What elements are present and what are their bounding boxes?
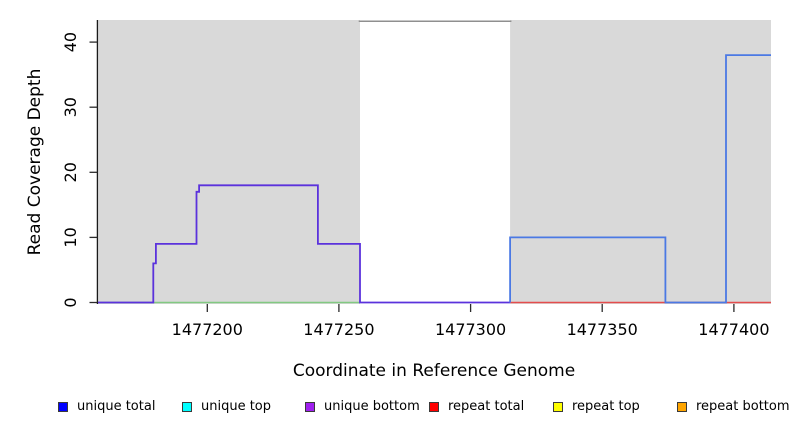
x-tick-label: 1477200 <box>172 320 243 339</box>
y-axis-title: Read Coverage Depth <box>25 69 45 256</box>
legend-swatch-repeat-total <box>429 402 439 412</box>
unique-region-left <box>98 20 360 304</box>
chart-legend: unique total unique top unique bottom repea… <box>0 398 792 422</box>
legend-label: repeat top <box>572 399 640 414</box>
legend-swatch-unique-bottom <box>305 402 315 412</box>
legend-swatch-unique-top <box>182 402 192 412</box>
y-tick-label: 10 <box>61 227 80 247</box>
series-unique-total-right <box>509 54 771 304</box>
background-regions <box>98 20 771 304</box>
x-axis-title: Coordinate in Reference Genome <box>293 361 575 381</box>
legend-label: unique bottom <box>324 399 420 414</box>
legend-item-unique-bottom: unique bottom <box>305 400 420 414</box>
legend-item-unique-top: unique top <box>182 400 271 414</box>
legend-swatch-repeat-top <box>553 402 563 412</box>
y-tick-label: 40 <box>61 32 80 52</box>
legend-swatch-repeat-bottom <box>677 402 687 412</box>
coverage-chart: 1477200 1477250 1477300 1477350 1477400 0 10 20… <box>25 20 771 381</box>
legend-item-unique-total: unique total <box>58 400 155 414</box>
y-tick-label: 30 <box>61 97 80 117</box>
legend-label: unique top <box>201 399 272 414</box>
repeat-region-gap <box>360 20 511 304</box>
legend-label: unique total <box>77 399 156 414</box>
y-tick-label: 0 <box>61 297 80 307</box>
coverage-lines <box>98 20 771 304</box>
unique-region-right <box>510 20 771 304</box>
legend-swatch-unique-total <box>58 402 68 412</box>
x-tick-label: 1477400 <box>698 320 769 339</box>
axes: 1477200 1477250 1477300 1477350 1477400 0 10 20… <box>61 20 770 339</box>
legend-item-repeat-top: repeat top <box>553 400 640 414</box>
series-unique-bottom-steps <box>98 184 511 304</box>
legend-label: repeat total <box>448 399 525 414</box>
x-tick-label: 1477350 <box>567 320 638 339</box>
legend-item-repeat-bottom: repeat bottom <box>677 400 790 414</box>
legend-item-repeat-total: repeat total <box>429 400 524 414</box>
x-tick-label: 1477300 <box>435 320 506 339</box>
x-tick-label: 1477250 <box>303 320 374 339</box>
y-tick-label: 20 <box>61 162 80 182</box>
legend-label: repeat bottom <box>696 399 790 414</box>
